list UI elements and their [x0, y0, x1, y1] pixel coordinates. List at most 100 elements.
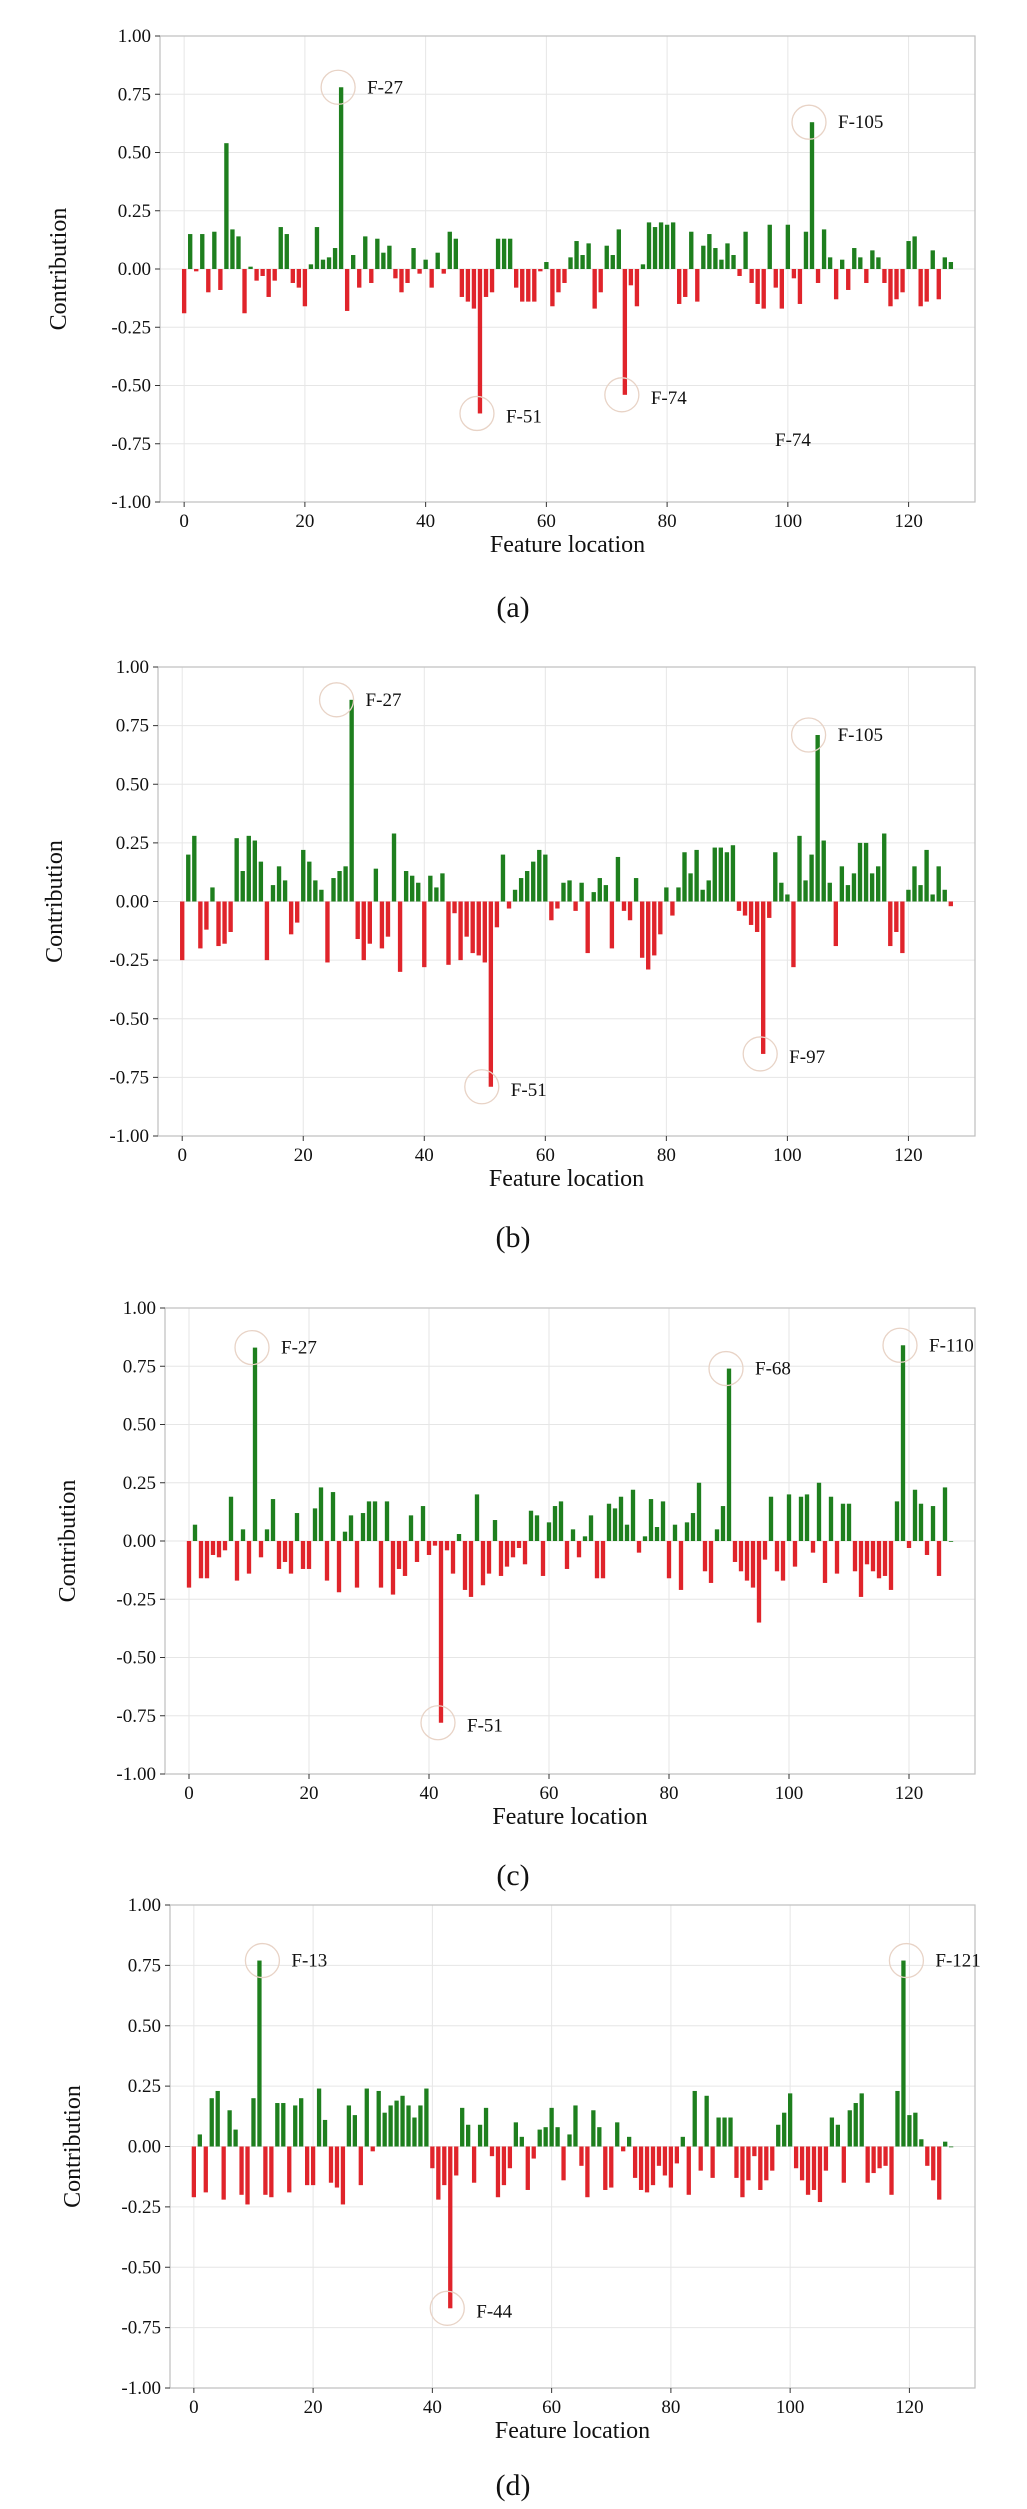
bar-77: [646, 901, 651, 970]
bar-39: [416, 882, 421, 902]
bar-68: [594, 1541, 600, 1579]
bar-12: [252, 840, 258, 902]
bar-90: [725, 243, 730, 269]
bar-54: [506, 901, 512, 909]
bar-35: [400, 2095, 405, 2147]
bar-12: [258, 1541, 264, 1558]
y-axis-label: Contribution: [42, 840, 68, 963]
bar-89: [719, 259, 724, 269]
bar-8: [228, 901, 233, 932]
bar-86: [704, 2095, 709, 2147]
bar-30: [370, 2146, 375, 2152]
bar-25: [340, 2146, 346, 2205]
bar-117: [889, 2146, 894, 2195]
bar-98: [773, 852, 778, 902]
bar-87: [706, 880, 711, 902]
bar-53: [504, 1541, 510, 1567]
bar-97: [767, 224, 772, 269]
bar-120: [906, 889, 911, 902]
bar-127: [948, 262, 954, 269]
panel-caption: (b): [496, 1221, 531, 1254]
bar-125: [936, 1541, 942, 1576]
annotation-label: F-13: [291, 1951, 327, 1972]
bar-72: [621, 2146, 626, 2152]
bar-56: [522, 1541, 528, 1565]
bar-69: [603, 2146, 608, 2190]
bar-117: [888, 901, 893, 947]
bar-41: [429, 269, 434, 288]
bar-6: [218, 269, 223, 290]
bar-96: [761, 269, 766, 309]
bar-13: [269, 2146, 274, 2198]
bar-15: [281, 2103, 286, 2147]
x-tick-label: 80: [658, 511, 677, 532]
bar-106: [821, 840, 826, 902]
bar-76: [639, 901, 645, 958]
bar-57: [524, 871, 530, 902]
bar-0: [181, 269, 187, 314]
x-tick-label: 20: [300, 1783, 319, 1804]
bar-14: [264, 901, 270, 961]
annotation-label: F-105: [838, 112, 883, 133]
bar-81: [674, 2146, 679, 2164]
bar-102: [797, 269, 803, 304]
annotation-circle: [791, 104, 827, 140]
bar-107: [829, 2117, 835, 2147]
bar-87: [707, 234, 712, 269]
y-tick-label: 0.00: [118, 259, 151, 280]
bar-33: [384, 1501, 390, 1541]
y-tick-label: 0.50: [118, 143, 151, 164]
bar-77: [646, 222, 652, 269]
y-tick-label: 0.50: [128, 2016, 161, 2037]
bar-85: [694, 849, 699, 902]
bar-29: [357, 269, 362, 288]
bar-60: [546, 1522, 552, 1541]
chart-panel-d: 1.00 0.75 0.50 0.25 0.00 -0.25 -0.50 -0.75 -1.00…: [60, 1895, 981, 2502]
bar-8: [234, 1541, 240, 1581]
bar-32: [373, 868, 379, 902]
bar-124: [930, 894, 935, 902]
bar-41: [428, 875, 433, 902]
panel-caption: (d): [496, 2469, 531, 2502]
bar-86: [702, 1541, 708, 1572]
bar-46: [459, 269, 465, 297]
bar-14: [266, 269, 271, 297]
bar-41: [432, 1541, 438, 1546]
bar-12: [254, 269, 259, 281]
bar-69: [597, 878, 602, 902]
bar-52: [495, 238, 501, 269]
x-tick-label: 0: [189, 2397, 199, 2418]
bar-108: [834, 1541, 840, 1574]
x-axis-label: Feature location: [495, 2418, 650, 2444]
bar-118: [894, 1501, 900, 1541]
bar-99: [782, 2112, 787, 2147]
bar-26: [346, 2105, 352, 2147]
bar-100: [786, 1494, 792, 1541]
bar-16: [276, 866, 282, 902]
bar-106: [821, 229, 827, 269]
bar-28: [351, 255, 356, 269]
bar-10: [240, 871, 245, 902]
bar-63: [562, 269, 567, 283]
bar-37: [403, 871, 409, 902]
bar-31: [367, 901, 372, 944]
bar-92: [740, 2146, 745, 2198]
bar-122: [918, 269, 923, 307]
bar-92: [736, 901, 742, 911]
bar-52: [498, 1541, 504, 1576]
bar-50: [489, 2146, 495, 2157]
bar-121: [912, 866, 917, 902]
bar-81: [670, 222, 676, 269]
bar-38: [414, 1541, 420, 1562]
bar-65: [579, 2146, 584, 2166]
y-tick-label: 0.25: [116, 833, 149, 854]
bar-24: [325, 901, 330, 963]
bar-76: [640, 264, 646, 269]
x-axis-label: Feature location: [492, 1804, 647, 1830]
bar-17: [288, 1541, 294, 1574]
bar-122: [918, 885, 923, 902]
bar-127: [948, 1541, 954, 1542]
bar-70: [604, 245, 609, 269]
bar-91: [732, 1541, 738, 1562]
bar-20: [301, 849, 306, 902]
